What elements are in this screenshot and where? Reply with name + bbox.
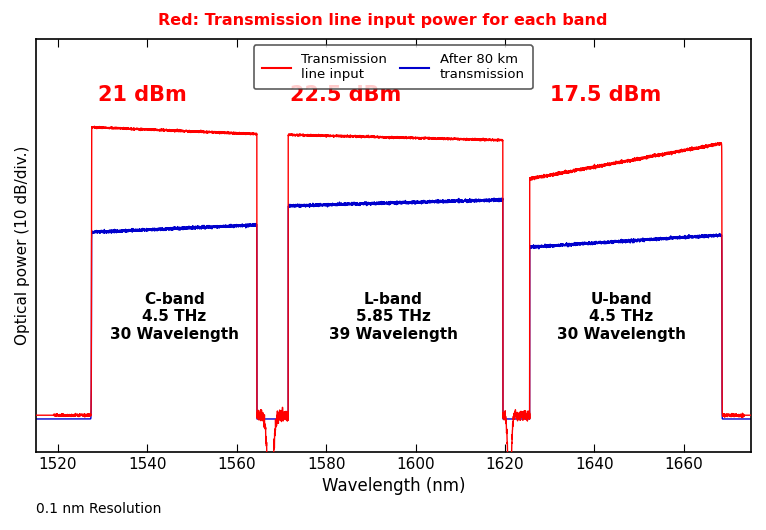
Text: 21 dBm: 21 dBm [98,85,187,105]
Text: U-band
4.5 THz
30 Wavelength: U-band 4.5 THz 30 Wavelength [557,292,686,342]
Text: 22.5 dBm: 22.5 dBm [290,85,401,105]
Y-axis label: Optical power (10 dB/div.): Optical power (10 dB/div.) [15,146,30,345]
Text: 0.1 nm Resolution: 0.1 nm Resolution [35,501,161,516]
Text: C-band
4.5 THz
30 Wavelength: C-band 4.5 THz 30 Wavelength [110,292,239,342]
Text: 17.5 dBm: 17.5 dBm [550,85,661,105]
Text: L-band
5.85 THz
39 Wavelength: L-band 5.85 THz 39 Wavelength [329,292,458,342]
X-axis label: Wavelength (nm): Wavelength (nm) [322,478,465,496]
Legend: Transmission
line input, After 80 km
transmission: Transmission line input, After 80 km tra… [254,46,533,89]
Text: Red: Transmission line input power for each band: Red: Transmission line input power for e… [159,13,607,28]
